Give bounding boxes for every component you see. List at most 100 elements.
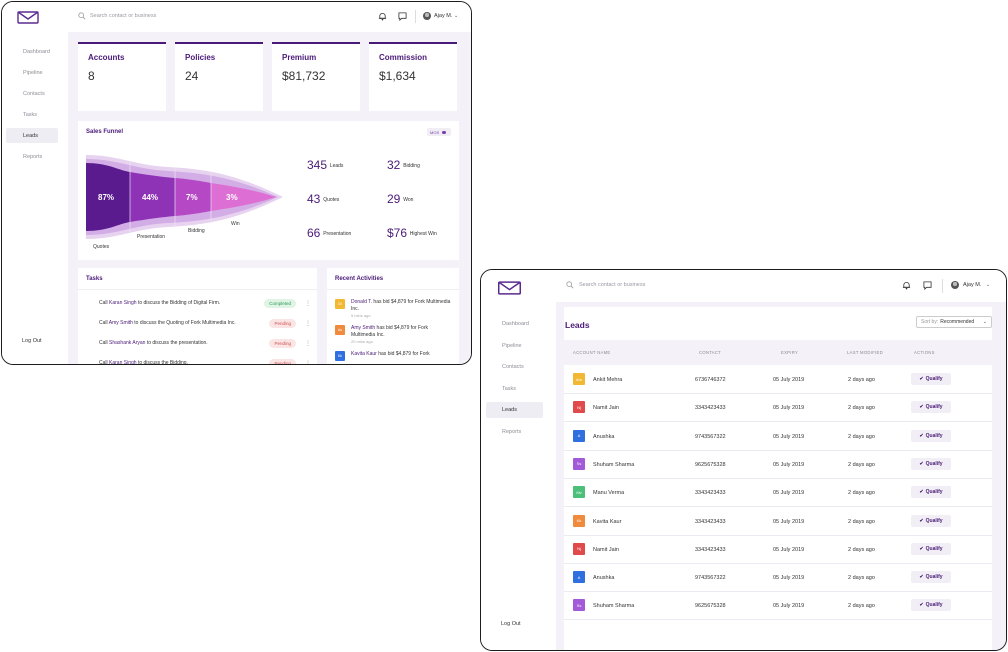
funnel-toggle[interactable]: MOS bbox=[427, 128, 451, 136]
qualify-button[interactable]: ✔ Qualify bbox=[911, 429, 951, 442]
activity-person-link[interactable]: Amy Smith bbox=[351, 325, 376, 331]
bell-icon[interactable] bbox=[902, 281, 911, 290]
table-row[interactable]: A Anushka 9743567322 05 July 2019 2 days ago… bbox=[564, 564, 992, 593]
activity-person-link[interactable]: Donald T. bbox=[351, 299, 373, 305]
stat-card-accounts[interactable]: Accounts 8 bbox=[78, 42, 166, 111]
stat-card-commission[interactable]: Commission $1,634 bbox=[369, 42, 457, 111]
chevron-down-icon[interactable]: ⌄ bbox=[986, 282, 991, 288]
last-modified: 2 days ago bbox=[848, 461, 875, 468]
qualify-button[interactable]: ✔ Qualify bbox=[911, 486, 951, 499]
stat-card-policies[interactable]: Policies 24 bbox=[175, 42, 263, 111]
sidebar-item-dashboard[interactable]: Dashboard bbox=[6, 44, 58, 59]
more-options-icon[interactable]: ⋮ bbox=[305, 320, 311, 327]
sidebar-item-pipeline[interactable]: Pipeline bbox=[486, 338, 543, 354]
qualify-button[interactable]: ✔ Qualify bbox=[911, 457, 951, 470]
account-name[interactable]: Namit Jain bbox=[593, 405, 619, 412]
user-name[interactable]: Ajay M. bbox=[434, 13, 453, 19]
account-name[interactable]: Anushka bbox=[593, 575, 615, 582]
account-name[interactable]: Namit Jain bbox=[593, 546, 619, 553]
table-row[interactable]: Nj Namit Jain 3343423433 05 July 2019 2 days… bbox=[564, 394, 992, 423]
trash-icon[interactable] bbox=[970, 459, 979, 469]
trash-icon[interactable] bbox=[970, 544, 979, 554]
table-row[interactable]: Mv Manu Verma 3343423433 05 July 2019 2 days… bbox=[564, 479, 992, 508]
trash-icon[interactable] bbox=[970, 431, 979, 441]
trash-icon[interactable] bbox=[970, 487, 979, 497]
more-options-icon[interactable]: ⋮ bbox=[305, 340, 311, 347]
search-icon[interactable] bbox=[566, 281, 574, 289]
qualify-button[interactable]: ✔ Qualify bbox=[911, 571, 951, 584]
sort-dropdown[interactable]: Sort by: Recommended ⌄ bbox=[916, 316, 992, 328]
trash-icon[interactable] bbox=[970, 516, 979, 526]
account-name[interactable]: Manu Verma bbox=[593, 490, 625, 497]
logout-button[interactable]: Log Out bbox=[490, 620, 521, 627]
sidebar-item-tasks[interactable]: Tasks bbox=[6, 107, 58, 122]
sidebar-item-pipeline[interactable]: Pipeline bbox=[6, 65, 58, 80]
sidebar-item-reports[interactable]: Reports bbox=[486, 424, 543, 440]
bell-icon[interactable] bbox=[378, 12, 387, 21]
sidebar-item-leads[interactable]: Leads bbox=[486, 402, 543, 418]
stat-value: 24 bbox=[185, 69, 199, 83]
more-options-icon[interactable]: ⋮ bbox=[305, 300, 311, 307]
activity-item[interactable]: Kk Kavita Kaur has bid $4,879 for Fork bbox=[335, 351, 453, 361]
task-person-link[interactable]: Shashank Aryan bbox=[109, 340, 146, 346]
task-person-link[interactable]: Karan Singh bbox=[109, 300, 137, 306]
table-row[interactable]: A Anushka 9743567322 05 July 2019 2 days ago… bbox=[564, 423, 992, 451]
trash-icon[interactable] bbox=[970, 600, 979, 610]
sort-label: Sort by: bbox=[921, 319, 939, 325]
trash-icon[interactable] bbox=[970, 402, 979, 412]
contact-number: 3343423433 bbox=[695, 490, 726, 497]
table-row[interactable]: Kk Kavita Kaur 3343423433 05 July 2019 2 day… bbox=[564, 508, 992, 536]
qualify-button[interactable]: ✔ Qualify bbox=[911, 542, 951, 555]
task-item[interactable]: Call Shashank Aryan to discuss the prese… bbox=[86, 334, 311, 352]
activity-item[interactable]: As Amy Smith has bid $4,879 for Fork Mult… bbox=[335, 325, 453, 346]
expiry-date: 05 July 2019 bbox=[773, 546, 805, 553]
table-row[interactable]: Am Ankit Mehra 6736746372 05 July 2019 2 day… bbox=[564, 366, 992, 394]
user-name[interactable]: Ajay M. bbox=[963, 282, 982, 288]
sidebar-item-label: Dashboard bbox=[23, 48, 50, 55]
activity-text: has bid $4,879 for Fork bbox=[376, 351, 430, 357]
mail-logo-icon[interactable] bbox=[17, 11, 39, 24]
account-name[interactable]: Ankit Mehra bbox=[593, 377, 623, 383]
search-icon[interactable] bbox=[78, 12, 86, 20]
sidebar-item-contacts[interactable]: Contacts bbox=[486, 359, 543, 375]
account-name[interactable]: Shuham Sharma bbox=[593, 461, 635, 468]
chat-icon[interactable] bbox=[923, 281, 932, 290]
sidebar-item-leads[interactable]: Leads bbox=[6, 128, 58, 143]
mail-logo-icon[interactable] bbox=[497, 281, 522, 295]
check-circle-icon bbox=[11, 111, 18, 118]
search-input[interactable]: Search contact or business bbox=[579, 282, 646, 288]
avatar: Kk bbox=[335, 351, 345, 361]
task-item[interactable]: Call Karan Singh to discuss the Bidding.… bbox=[86, 354, 311, 365]
logout-button[interactable]: Log Out bbox=[11, 337, 42, 344]
avatar[interactable] bbox=[423, 12, 431, 20]
account-name[interactable]: Shuham Sharma bbox=[593, 603, 635, 610]
task-item[interactable]: Call Karan Singh to discuss the Bidding … bbox=[86, 294, 311, 312]
trash-icon[interactable] bbox=[970, 572, 979, 582]
table-row[interactable]: Ss Shuham Sharma 9625675328 05 July 2019 2 d… bbox=[564, 451, 992, 479]
table-row[interactable]: Ss Shuham Sharma 9625675328 05 July 2019 2 d… bbox=[564, 592, 992, 621]
sidebar-item-reports[interactable]: Reports bbox=[6, 149, 58, 164]
sidebar-item-contacts[interactable]: Contacts bbox=[6, 86, 58, 101]
sidebar-item-tasks[interactable]: Tasks bbox=[486, 381, 543, 397]
search-input[interactable]: Search contact or business bbox=[90, 13, 157, 19]
trash-icon[interactable] bbox=[970, 374, 979, 384]
activity-person-link[interactable]: Kavita Kaur bbox=[351, 351, 377, 357]
avatar[interactable] bbox=[951, 281, 959, 289]
qualify-button[interactable]: ✔ Qualify bbox=[911, 373, 951, 385]
activity-item[interactable]: Dt Donald T. has bid $4,879 for Fork Mult… bbox=[335, 299, 453, 320]
qualify-button[interactable]: ✔ Qualify bbox=[911, 514, 951, 527]
sidebar-item-dashboard[interactable]: Dashboard bbox=[486, 316, 543, 332]
task-person-link[interactable]: Amy Smith bbox=[108, 320, 133, 326]
qualify-button[interactable]: ✔ Qualify bbox=[911, 401, 951, 414]
chevron-down-icon[interactable]: ⌄ bbox=[454, 13, 459, 19]
qualify-button[interactable]: ✔ Qualify bbox=[911, 599, 951, 612]
task-item[interactable]: Call Amy Smith to discuss the Quoting of… bbox=[86, 314, 311, 332]
table-row[interactable]: Nj Namit Jain 3343423433 05 July 2019 2 days… bbox=[564, 536, 992, 564]
stat-card-premium[interactable]: Premium $81,732 bbox=[272, 42, 360, 111]
more-options-icon[interactable]: ⋮ bbox=[305, 360, 311, 365]
account-name[interactable]: Anushka bbox=[593, 433, 615, 440]
account-name[interactable]: Kavita Kaur bbox=[593, 518, 622, 525]
task-person-link[interactable]: Karan Singh bbox=[109, 360, 137, 364]
chat-icon[interactable] bbox=[398, 12, 407, 21]
top-bar: Search contact or business Ajay M. ⌄ bbox=[481, 270, 1006, 302]
